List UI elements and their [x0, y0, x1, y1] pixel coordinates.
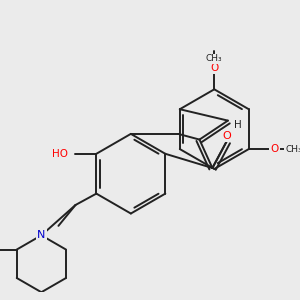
Text: CH₃: CH₃	[286, 145, 300, 154]
Text: CH₃: CH₃	[206, 55, 223, 64]
Text: H: H	[233, 120, 241, 130]
Text: HO: HO	[52, 149, 68, 159]
Text: O: O	[270, 144, 278, 154]
Text: N: N	[37, 230, 46, 240]
Text: O: O	[210, 64, 218, 74]
Text: O: O	[222, 131, 231, 141]
